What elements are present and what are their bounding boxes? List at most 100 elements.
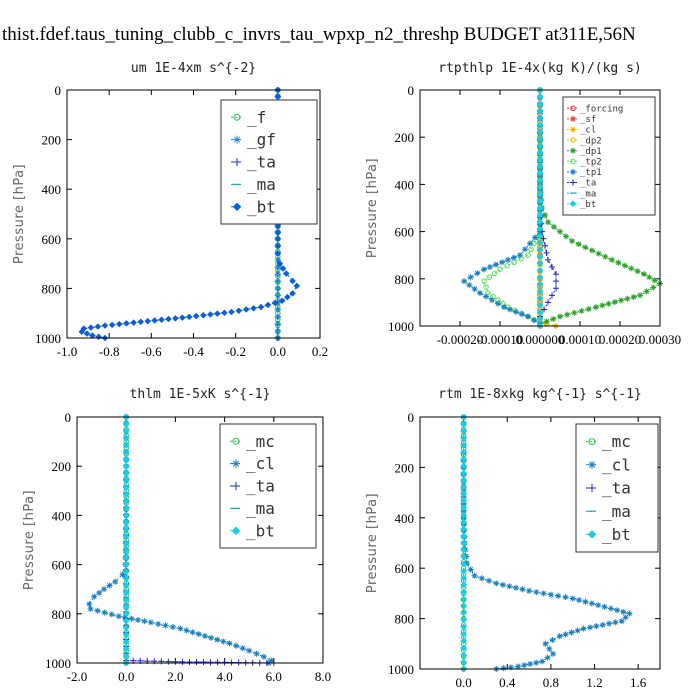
chart-title: rtm 1E-8xkg kg^{-1} s^{-1} — [438, 387, 642, 402]
series-tp2 — [481, 87, 543, 327]
legend-entry-f: _f — [231, 108, 266, 127]
data-point — [536, 218, 544, 226]
legend-entry-cl: _cl — [230, 454, 275, 473]
data-point — [499, 259, 505, 266]
data-point — [556, 633, 563, 640]
data-point — [634, 268, 641, 275]
data-point — [122, 540, 130, 547]
legend-label: _bt — [247, 197, 276, 216]
data-point — [201, 632, 208, 639]
y-tick-label: 600 — [395, 225, 415, 240]
data-point — [242, 306, 250, 313]
data-point — [151, 317, 158, 324]
data-point — [536, 107, 544, 115]
data-point — [137, 318, 145, 326]
data-point — [185, 313, 193, 321]
data-point — [192, 312, 200, 320]
data-point — [460, 469, 467, 477]
data-point — [460, 441, 467, 449]
legend-label: _ma — [247, 175, 276, 194]
data-point — [593, 304, 599, 311]
data-point — [519, 311, 525, 318]
data-point — [481, 266, 487, 273]
data-point — [549, 637, 556, 644]
data-point — [486, 274, 493, 280]
data-point — [588, 600, 595, 607]
data-point — [199, 311, 207, 319]
x-tick-label: 0.2 — [312, 344, 328, 359]
data-point — [481, 278, 487, 284]
legend-entry-ma: _ma — [567, 189, 596, 199]
data-point — [101, 609, 108, 616]
data-point — [518, 255, 524, 262]
data-point — [651, 277, 658, 284]
data-point — [531, 317, 537, 324]
data-point — [94, 323, 102, 330]
data-point — [122, 554, 130, 561]
data-point — [122, 638, 130, 646]
data-point — [536, 204, 544, 212]
data-point — [460, 511, 467, 519]
data-point — [620, 608, 627, 615]
data-point — [460, 658, 467, 666]
data-point — [511, 254, 517, 261]
data-point — [122, 420, 130, 428]
data-point — [460, 525, 467, 533]
legend-entry-bt: _bt — [230, 521, 275, 540]
data-point — [585, 306, 592, 313]
legend-label: _forcing — [580, 104, 623, 114]
data-point — [536, 197, 544, 205]
data-point — [536, 232, 544, 240]
data-point — [200, 659, 207, 666]
data-point — [525, 252, 531, 258]
data-point — [587, 624, 593, 631]
legend: _forcing_sf_cl_dp2_dp1_tp2_tp1_ta_ma_bt — [562, 96, 656, 216]
data-point — [500, 300, 506, 307]
x-tick-label: 6.0 — [266, 669, 282, 684]
data-point — [522, 246, 528, 253]
y-axis-label: Pressure [hPa] — [365, 493, 380, 593]
data-point — [221, 659, 228, 666]
data-point — [165, 658, 172, 665]
data-point — [122, 490, 130, 498]
legend-entry-cl: _cl — [567, 126, 596, 136]
data-point — [172, 658, 179, 665]
data-point — [536, 287, 544, 295]
data-point — [515, 663, 522, 670]
data-point — [189, 629, 196, 636]
data-point — [214, 636, 221, 643]
data-point — [122, 603, 130, 611]
data-point — [94, 607, 101, 614]
data-point — [122, 561, 130, 568]
data-point — [536, 294, 544, 302]
data-point — [108, 611, 115, 618]
data-point — [533, 659, 540, 666]
data-point — [463, 560, 470, 567]
x-tick-label: 0.00020 — [599, 332, 641, 347]
data-point — [207, 311, 214, 318]
legend-entry-ta: _ta — [231, 153, 276, 172]
data-point — [101, 586, 108, 593]
data-point — [460, 448, 467, 456]
data-point — [86, 600, 93, 607]
legend-label: _bt — [246, 521, 275, 540]
y-tick-label: 400 — [42, 182, 62, 197]
data-point — [122, 462, 130, 470]
x-tick-label: 0.0 — [270, 344, 286, 359]
figure-title: thist.fdef.taus_tuning_clubb_c_invrs_tau… — [2, 24, 636, 45]
data-point — [536, 190, 544, 198]
data-point — [536, 135, 544, 142]
y-tick-label: 600 — [52, 558, 72, 573]
data-point — [460, 574, 467, 582]
data-point — [158, 316, 165, 324]
data-point — [499, 581, 506, 588]
data-point — [536, 162, 544, 170]
data-point — [183, 627, 190, 634]
data-point — [507, 306, 513, 313]
data-point — [595, 602, 602, 609]
data-point — [115, 320, 123, 328]
legend-entry-bt: _bt — [586, 525, 631, 544]
data-point — [122, 505, 130, 512]
data-point — [208, 634, 215, 641]
data-point — [106, 582, 113, 589]
